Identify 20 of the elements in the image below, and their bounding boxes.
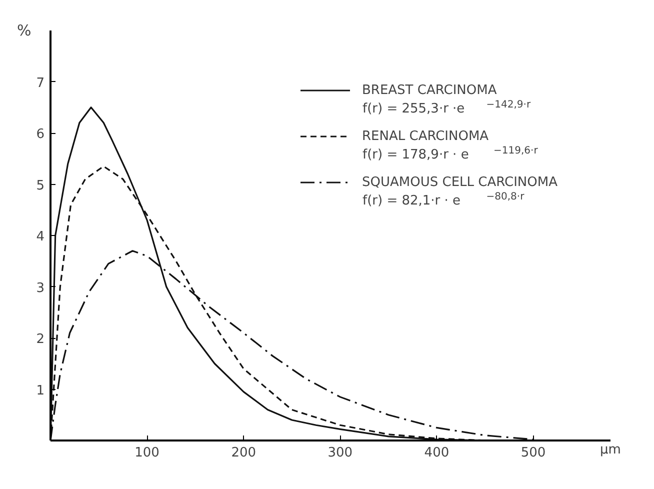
legend-label: RENAL CARCINOMA (362, 128, 489, 146)
y-tick-label: 5 (36, 178, 45, 194)
x-tick-label: 400 (424, 446, 450, 460)
legend-label: SQUAMOUS CELL CARCINOMA (362, 174, 558, 192)
text: f(r) = 178,9·r · e−119,6·r (362, 146, 538, 162)
x-tick-label: 300 (328, 446, 353, 460)
y-axis-title: % (16, 22, 32, 40)
y-tick-label: 6 (36, 127, 45, 142)
legend-label: BREAST CARCINOMA (362, 82, 497, 100)
y-tick-label: 7 (36, 76, 45, 91)
x-tick-label: 100 (134, 446, 160, 460)
text: f(r) = 82,1·r · e−80,8·r (362, 192, 524, 208)
y-tick-label: 3 (36, 280, 45, 296)
x-tick-label: 200 (231, 446, 256, 460)
y-tick-label: 4 (36, 230, 45, 244)
y-tick-label: 1 (36, 383, 45, 398)
text: f(r) = 255,3·r ·e−142,9·r (362, 100, 531, 116)
x-tick-label: 500 (520, 446, 546, 460)
y-tick-label: 2 (36, 332, 45, 347)
x-axis-title: µm (600, 442, 621, 458)
